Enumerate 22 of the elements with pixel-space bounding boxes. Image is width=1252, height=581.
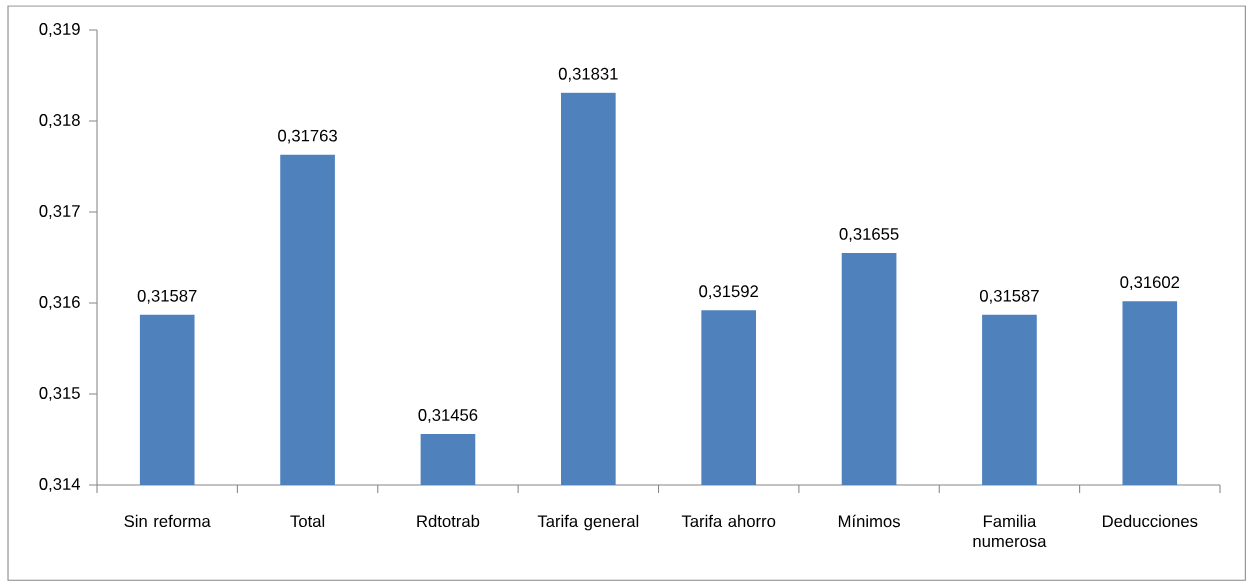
data-label: 0,31587 xyxy=(979,289,1039,304)
x-tick-label: Mínimos xyxy=(838,514,900,528)
y-tick-label: 0,319 xyxy=(39,23,80,37)
x-tick-label: Sin reforma xyxy=(124,514,211,528)
data-label: 0,31587 xyxy=(137,289,197,304)
x-tick-label: Deducciones xyxy=(1103,514,1198,528)
data-label: 0,31602 xyxy=(1120,276,1180,291)
data-label: 0,31655 xyxy=(839,228,899,242)
y-tick-label: 0,318 xyxy=(39,114,80,128)
data-label: 0,31456 xyxy=(418,409,478,423)
data-label: 0,31831 xyxy=(558,67,618,82)
x-tick-label: Familia numerosa xyxy=(973,514,1047,548)
x-tick-label: Total xyxy=(290,514,325,528)
y-tick-label: 0,317 xyxy=(39,205,80,219)
y-tick-label: 0,316 xyxy=(39,296,80,310)
x-tick-label: Rdtotrab xyxy=(417,514,480,528)
y-tick-label: 0,314 xyxy=(39,478,81,492)
x-tick-label: Tarifa general xyxy=(537,514,639,531)
data-label: 0,31763 xyxy=(278,129,337,144)
x-tick-label: Tarifa ahorro xyxy=(681,514,776,528)
data-label: 0,31592 xyxy=(699,285,758,300)
y-tick-label: 0,315 xyxy=(39,387,80,401)
